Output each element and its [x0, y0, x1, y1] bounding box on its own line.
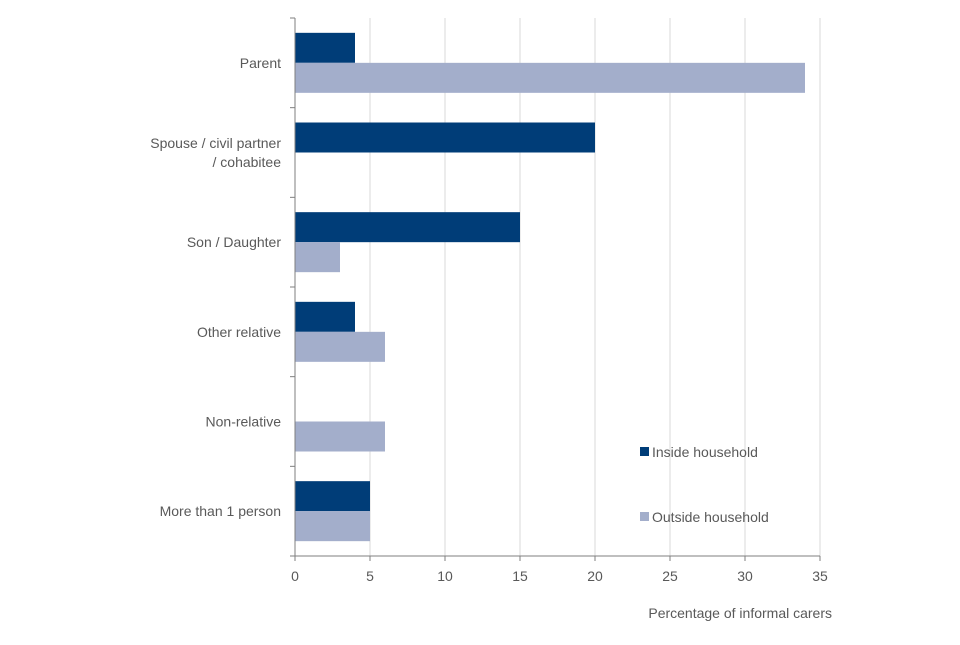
- x-axis-title: Percentage of informal carers: [648, 605, 832, 621]
- category-label-line: Non-relative: [206, 414, 282, 430]
- category-label-2: Son / Daughter: [187, 234, 282, 250]
- bar-outside-5: [295, 511, 370, 542]
- x-tick-label-30: 30: [737, 568, 753, 584]
- legend-swatch-inside: [640, 447, 649, 456]
- labels: 0 5 10 15 20 25 30 35 Parent Spouse / civil partn…: [150, 55, 832, 621]
- category-label-4: Non-relative: [206, 414, 282, 430]
- legend-label-inside: Inside household: [652, 444, 758, 460]
- category-label-line: Son / Daughter: [187, 234, 282, 250]
- category-label-line: Other relative: [197, 324, 281, 340]
- x-tick-label-20: 20: [587, 568, 603, 584]
- x-tick-label-15: 15: [512, 568, 528, 584]
- category-label-line: Spouse / civil partner: [150, 135, 281, 151]
- bar-outside-4: [295, 421, 385, 452]
- gridlines: [369, 18, 821, 556]
- x-tick-label-35: 35: [812, 568, 828, 584]
- category-label-line: / cohabitee: [213, 154, 282, 170]
- bar-outside-0: [295, 62, 805, 93]
- legend-swatch-outside: [640, 512, 649, 521]
- category-label-1: Spouse / civil partner / cohabitee: [150, 135, 281, 170]
- x-tick-label-10: 10: [437, 568, 453, 584]
- category-label-0: Parent: [240, 55, 281, 71]
- category-label-line: Parent: [240, 55, 281, 71]
- bar-outside-2: [295, 242, 340, 273]
- bar-outside-3: [295, 331, 385, 362]
- bar-inside-5: [295, 481, 370, 512]
- axes: [290, 17, 821, 561]
- bar-inside-1: [295, 122, 595, 153]
- bars: [295, 32, 805, 542]
- category-label-3: Other relative: [197, 324, 281, 340]
- bar-inside-3: [295, 301, 355, 332]
- x-tick-label-25: 25: [662, 568, 678, 584]
- bar-inside-2: [295, 212, 520, 243]
- x-tick-label-5: 5: [366, 568, 374, 584]
- x-tick-label-0: 0: [291, 568, 299, 584]
- bar-inside-0: [295, 32, 355, 63]
- category-label-line: More than 1 person: [160, 503, 281, 519]
- legend: Inside household Outside household: [640, 444, 769, 525]
- legend-label-outside: Outside household: [652, 509, 769, 525]
- category-label-5: More than 1 person: [160, 503, 281, 519]
